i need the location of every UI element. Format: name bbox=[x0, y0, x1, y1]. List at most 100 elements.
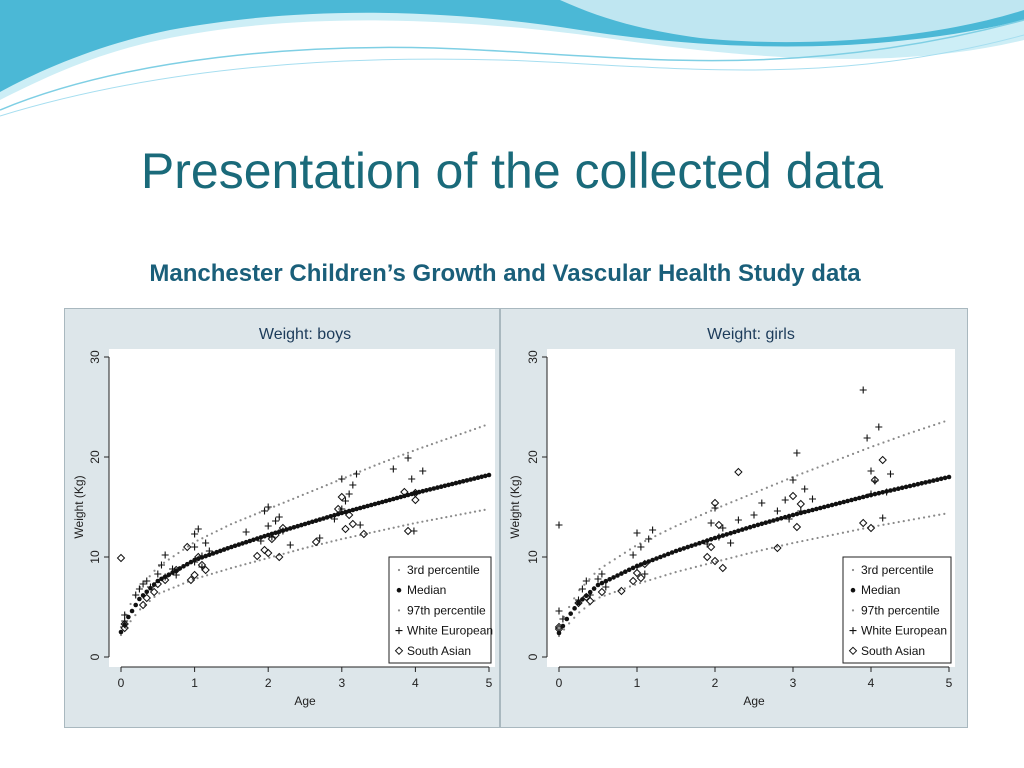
curve-point bbox=[258, 559, 261, 562]
curve-point bbox=[877, 524, 880, 527]
curve-point bbox=[376, 500, 381, 506]
curve-point bbox=[633, 545, 637, 548]
curve-point bbox=[693, 542, 698, 547]
data-point bbox=[617, 586, 626, 596]
data-point bbox=[702, 552, 712, 562]
curve-point bbox=[431, 486, 437, 491]
data-point bbox=[278, 523, 288, 533]
slide-subtitle: Manchester Children’s Growth and Vascula… bbox=[149, 260, 861, 287]
data-point bbox=[632, 568, 642, 578]
curve-point bbox=[931, 478, 936, 483]
curve-point bbox=[129, 608, 135, 614]
curve-point bbox=[902, 434, 905, 437]
curve-point bbox=[568, 611, 573, 616]
curve-point bbox=[406, 451, 410, 454]
data-point bbox=[161, 551, 169, 559]
curve-point bbox=[770, 546, 774, 549]
curve-point bbox=[411, 522, 414, 525]
curve-point bbox=[254, 536, 260, 541]
data-point bbox=[261, 507, 269, 515]
x-tick-label: 5 bbox=[946, 676, 953, 690]
data-point bbox=[345, 490, 353, 498]
curve-point bbox=[449, 481, 455, 487]
curve-point bbox=[215, 571, 218, 574]
curve-point bbox=[310, 519, 315, 525]
data-point bbox=[640, 559, 650, 569]
curve-point bbox=[568, 622, 571, 625]
curve-point bbox=[287, 499, 290, 502]
data-point bbox=[272, 517, 280, 525]
legend-label: White European bbox=[407, 624, 493, 638]
data-point bbox=[715, 533, 723, 541]
curve-point bbox=[825, 503, 831, 509]
curve-point bbox=[159, 576, 164, 582]
data-point bbox=[883, 488, 891, 496]
curve-point bbox=[816, 536, 819, 540]
curve-point bbox=[446, 482, 451, 488]
curve-point bbox=[330, 540, 333, 543]
curve-point bbox=[685, 544, 690, 550]
curve-point bbox=[882, 441, 885, 444]
curve-point bbox=[704, 511, 708, 515]
data-point bbox=[275, 513, 283, 521]
curve-point bbox=[430, 443, 434, 446]
curve-point bbox=[755, 522, 761, 528]
data-point bbox=[792, 522, 802, 532]
data-point bbox=[348, 519, 358, 529]
percentile-curves bbox=[556, 420, 952, 638]
curve-point bbox=[880, 490, 885, 495]
data-point bbox=[796, 499, 806, 509]
curve-point bbox=[392, 457, 395, 460]
curve-point bbox=[359, 470, 362, 473]
curve-point bbox=[139, 608, 142, 611]
data-point bbox=[559, 615, 567, 623]
curve-point bbox=[464, 431, 467, 434]
y-tick-label: 0 bbox=[526, 653, 540, 660]
data-point bbox=[186, 575, 196, 585]
curve-point bbox=[229, 567, 233, 570]
data-point bbox=[707, 519, 715, 527]
curve-point bbox=[398, 494, 403, 500]
curve-point bbox=[701, 539, 706, 545]
curve-point bbox=[330, 482, 333, 485]
curve-point bbox=[363, 532, 367, 536]
y-tick-label: 0 bbox=[88, 653, 102, 660]
curve-point bbox=[689, 543, 694, 549]
curve-point bbox=[665, 551, 671, 557]
curve-point bbox=[613, 558, 616, 561]
data-point bbox=[785, 515, 793, 523]
data-point bbox=[867, 467, 875, 475]
curve-point bbox=[457, 479, 462, 485]
data-point bbox=[172, 571, 180, 579]
data-point bbox=[403, 526, 413, 536]
data-point bbox=[734, 516, 742, 524]
curve-point bbox=[468, 477, 473, 482]
curve-point bbox=[750, 551, 753, 554]
curve-point bbox=[917, 517, 921, 520]
data-point bbox=[316, 534, 324, 542]
curve-point bbox=[801, 539, 804, 543]
curve-point bbox=[440, 516, 443, 520]
curve-point bbox=[292, 550, 295, 553]
curve-point bbox=[440, 439, 443, 442]
curve-point bbox=[902, 520, 905, 523]
curve-point bbox=[181, 564, 186, 569]
curve-point bbox=[162, 590, 166, 593]
data-point bbox=[574, 598, 583, 608]
curve-point bbox=[679, 569, 682, 572]
curve-point bbox=[779, 516, 784, 521]
curve-point bbox=[786, 478, 789, 481]
data-point bbox=[858, 518, 868, 528]
data-point bbox=[242, 528, 250, 536]
curve-point bbox=[244, 563, 247, 566]
curve-point bbox=[272, 555, 276, 558]
data-point bbox=[718, 563, 728, 573]
data-point bbox=[157, 561, 165, 569]
curve-point bbox=[775, 517, 780, 522]
data-point bbox=[142, 593, 151, 603]
curve-point bbox=[464, 478, 470, 483]
curve-point bbox=[311, 489, 314, 493]
data-point bbox=[585, 596, 595, 606]
data-point bbox=[758, 499, 766, 507]
data-point bbox=[264, 503, 272, 511]
